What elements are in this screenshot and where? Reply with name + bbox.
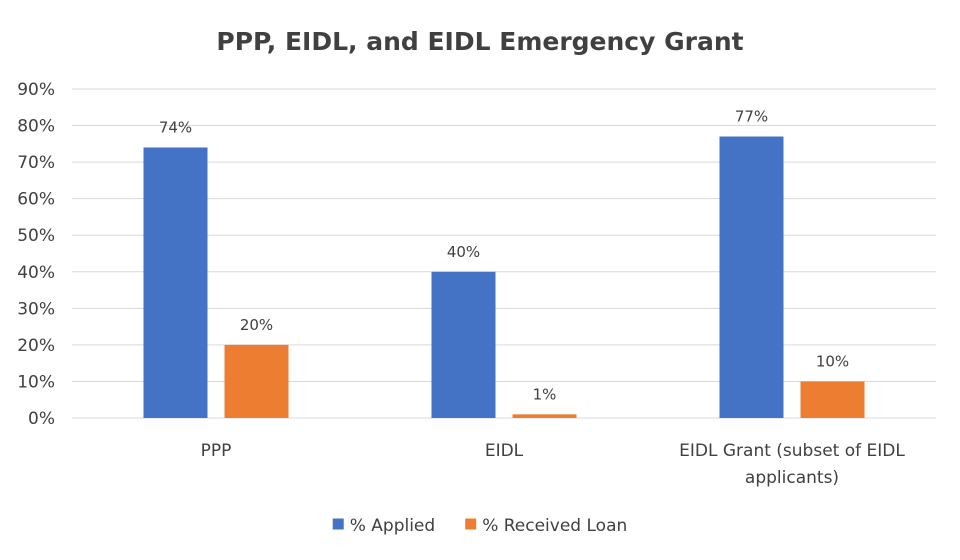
y-tick-label-70: 70%	[17, 153, 55, 173]
gridlines	[72, 88, 936, 419]
bar-received-loan-1	[512, 414, 577, 418]
data-label-applied-0: 74%	[159, 118, 192, 136]
category-label-0: PPP	[201, 441, 232, 461]
bar-received-loan-2	[800, 381, 865, 418]
y-axis-ticks: 0% 10% 20% 30% 40% 50% 60% 70% 80% 90%	[17, 80, 55, 429]
legend-swatch-applied	[332, 518, 344, 530]
bar-received-loan-0	[224, 344, 289, 418]
y-tick-label-40: 40%	[17, 263, 55, 283]
y-tick-label-10: 10%	[17, 372, 55, 392]
legend-label-applied: % Applied	[350, 516, 435, 536]
y-tick-label-0: 0%	[28, 409, 55, 429]
data-label-received-loan-1: 1%	[533, 385, 557, 403]
y-tick-label-60: 60%	[17, 190, 55, 210]
legend-swatch-received-loan	[465, 518, 477, 530]
chart-title: PPP, EIDL, and EIDL Emergency Grant	[216, 27, 743, 56]
category-label-2-line-0: EIDL Grant (subset of EIDL	[679, 441, 905, 461]
bars	[143, 136, 865, 418]
y-tick-label-80: 80%	[17, 117, 55, 137]
legend-item-received-loan: % Received Loan	[465, 516, 627, 536]
legend-item-applied: % Applied	[332, 516, 435, 536]
y-tick-label-20: 20%	[17, 336, 55, 356]
data-label-applied-2: 77%	[735, 108, 768, 126]
y-tick-label-30: 30%	[17, 299, 55, 319]
bar-applied-2	[719, 136, 784, 418]
data-label-received-loan-0: 20%	[240, 316, 273, 334]
category-label-1: EIDL	[485, 441, 524, 461]
legend-label-received-loan: % Received Loan	[482, 516, 627, 536]
x-axis-categories: PPP EIDL EIDL Grant (subset of EIDL applica…	[201, 441, 906, 488]
y-tick-label-50: 50%	[17, 226, 55, 246]
category-label-2-line-1: applicants)	[745, 468, 839, 488]
data-labels: 74% 20% 40% 1% 77% 10%	[159, 108, 849, 404]
data-label-received-loan-2: 10%	[816, 352, 849, 370]
legend: % Applied % Received Loan	[332, 516, 627, 536]
y-tick-label-90: 90%	[17, 80, 55, 100]
bar-applied-1	[431, 271, 496, 418]
bar-applied-0	[143, 147, 208, 418]
data-label-applied-1: 40%	[447, 243, 480, 261]
